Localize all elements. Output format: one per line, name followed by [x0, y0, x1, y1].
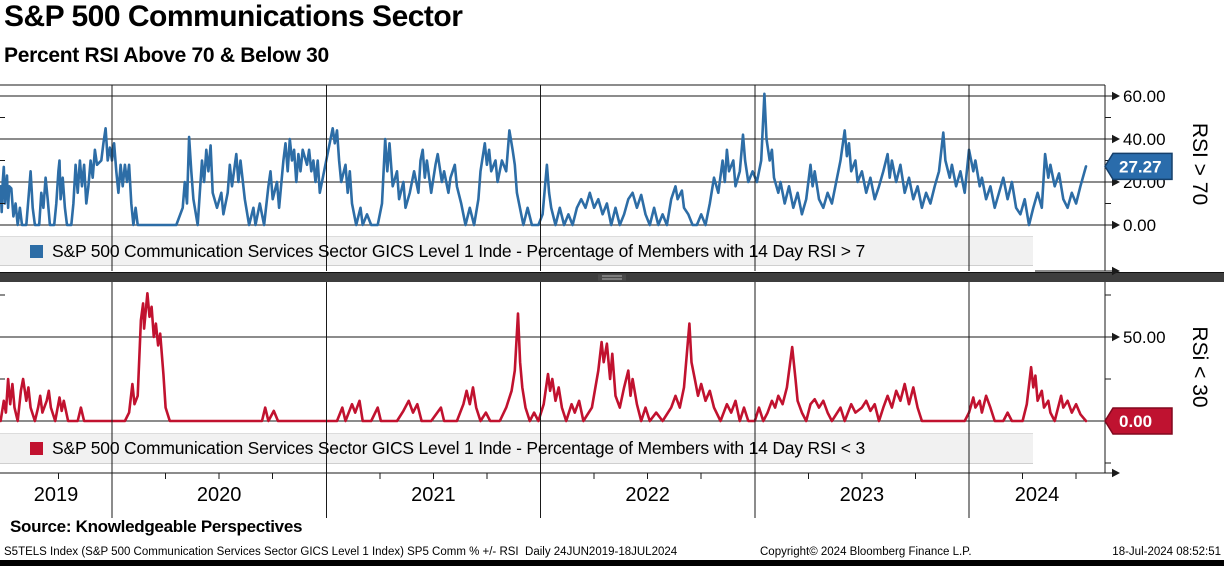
y-tick-arrow-icon	[1112, 134, 1120, 144]
y-tick-arrow-icon	[1112, 91, 1120, 101]
legend-strip-above	[0, 236, 1033, 266]
time-axis-below-arrow-icon	[1112, 468, 1120, 478]
axis-title-rsi-below-30: RSi < 30	[1188, 326, 1211, 407]
x-tick-label-2019: 2019	[34, 484, 79, 506]
last-value-badge-above-value: 27.27	[1119, 157, 1162, 176]
x-tick-label-2021: 2021	[411, 484, 456, 506]
time-axis-above-arrow-icon	[1112, 266, 1120, 276]
y-tick-arrow-icon	[1112, 220, 1120, 230]
x-tick-label-2024: 2024	[1015, 484, 1060, 506]
last-value-badge-below-value: 0.00	[1119, 412, 1152, 431]
x-tick-label-2020: 2020	[197, 484, 242, 506]
y-tick-label-above-60: 60.00	[1123, 87, 1166, 106]
legend-strip-below	[0, 433, 1033, 464]
last-value-badge-above	[1104, 152, 1173, 181]
series-rsi-below-30	[0, 291, 1088, 423]
last-value-badge-below	[1104, 407, 1173, 435]
axis-title-rsi-above-70: RSI > 70	[1188, 123, 1211, 205]
y-tick-label-above-40: 40.00	[1123, 130, 1166, 149]
series-rsi-above-70	[0, 92, 1088, 227]
x-tick-label-2022: 2022	[625, 484, 670, 506]
y-tick-label-above-0: 0.00	[1123, 216, 1156, 235]
window-bottom-bar	[0, 560, 1224, 566]
y-tick-label-below-50: 50.00	[1123, 328, 1166, 347]
separator-drag-handle[interactable]	[598, 274, 626, 281]
x-tick-label-2023: 2023	[840, 484, 885, 506]
y-tick-arrow-icon	[1112, 332, 1120, 342]
